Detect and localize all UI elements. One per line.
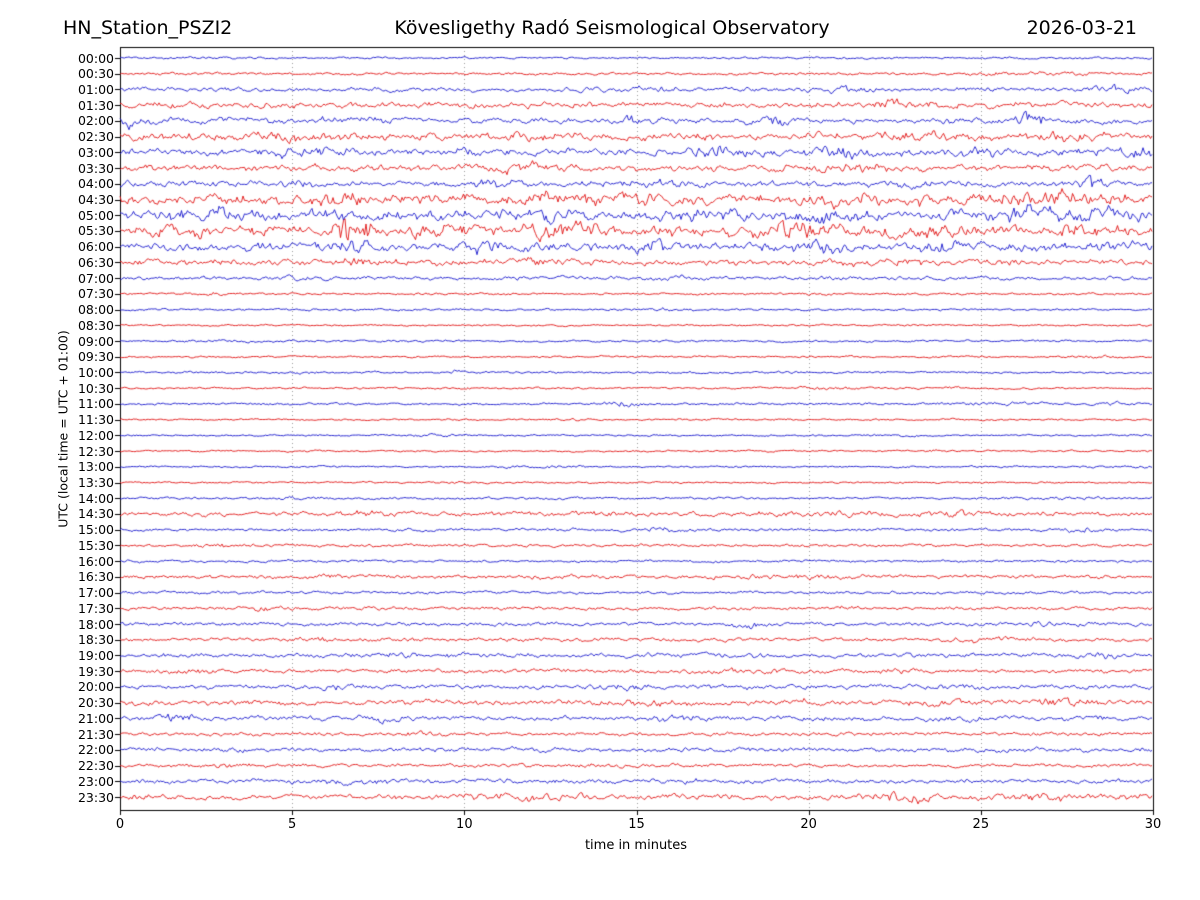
row-label: 08:00 [77, 302, 114, 318]
row-label: 10:30 [77, 380, 114, 396]
row-label: 20:30 [77, 695, 114, 711]
row-label: 09:00 [77, 333, 114, 349]
row-label: 11:30 [77, 412, 114, 428]
date-label: 2026-03-21 [1026, 17, 1137, 39]
row-label: 22:30 [77, 758, 114, 774]
row-label: 00:30 [77, 66, 114, 82]
row-label: 13:00 [77, 459, 114, 475]
row-label: 21:30 [77, 726, 114, 742]
row-label: 08:30 [77, 317, 114, 333]
row-label: 17:30 [77, 600, 114, 616]
x-tick-label: 10 [456, 817, 473, 832]
row-label: 16:30 [77, 569, 114, 585]
station-title: HN_Station_PSZI2 [63, 17, 233, 39]
x-tick-label: 5 [288, 817, 297, 832]
row-label: 05:00 [77, 207, 114, 223]
row-label: 02:00 [77, 113, 114, 129]
x-tick-label: 30 [1144, 817, 1162, 832]
row-label: 03:00 [77, 144, 114, 160]
row-label: 12:30 [77, 443, 114, 459]
x-axis-label: time in minutes [584, 838, 688, 853]
row-label: 04:30 [77, 192, 114, 207]
row-label: 20:00 [77, 679, 114, 695]
row-label: 06:00 [77, 239, 114, 255]
row-label: 10:00 [77, 364, 114, 380]
row-label: 18:00 [77, 616, 114, 632]
row-label: 02:30 [77, 129, 114, 145]
row-label: 22:00 [77, 742, 114, 758]
observatory-title: Kövesligethy Radó Seismological Observat… [394, 17, 830, 39]
row-label: 05:30 [77, 223, 114, 239]
row-label: 09:30 [77, 349, 114, 365]
row-label: 18:30 [77, 632, 114, 648]
row-label: 07:00 [77, 270, 114, 286]
row-label: 13:30 [77, 475, 114, 491]
row-label: 00:00 [77, 50, 114, 66]
row-label: 23:30 [77, 789, 114, 805]
row-label: 14:00 [77, 490, 114, 506]
row-label: 19:00 [77, 647, 114, 663]
row-label: 15:00 [77, 522, 114, 538]
row-label: 21:00 [77, 710, 114, 726]
x-tick-label: 15 [628, 817, 645, 832]
x-tick-label: 25 [972, 817, 990, 832]
x-tick-label: 0 [115, 817, 125, 832]
row-label: 19:30 [77, 663, 114, 679]
row-label: 01:00 [77, 81, 114, 97]
row-label: 06:30 [77, 254, 114, 270]
row-label: 03:30 [77, 160, 114, 176]
x-tick-label: 20 [800, 817, 817, 832]
row-label: 17:00 [77, 585, 114, 601]
row-label: 01:30 [77, 97, 114, 113]
row-label: 12:00 [77, 427, 114, 443]
row-label: 07:30 [77, 286, 114, 302]
row-label: 11:00 [77, 396, 114, 412]
row-label: 14:30 [77, 506, 114, 522]
row-label: 15:30 [77, 537, 114, 553]
row-label: 16:00 [77, 553, 114, 569]
row-label: 23:00 [77, 773, 114, 789]
row-label: 04:00 [77, 176, 114, 192]
